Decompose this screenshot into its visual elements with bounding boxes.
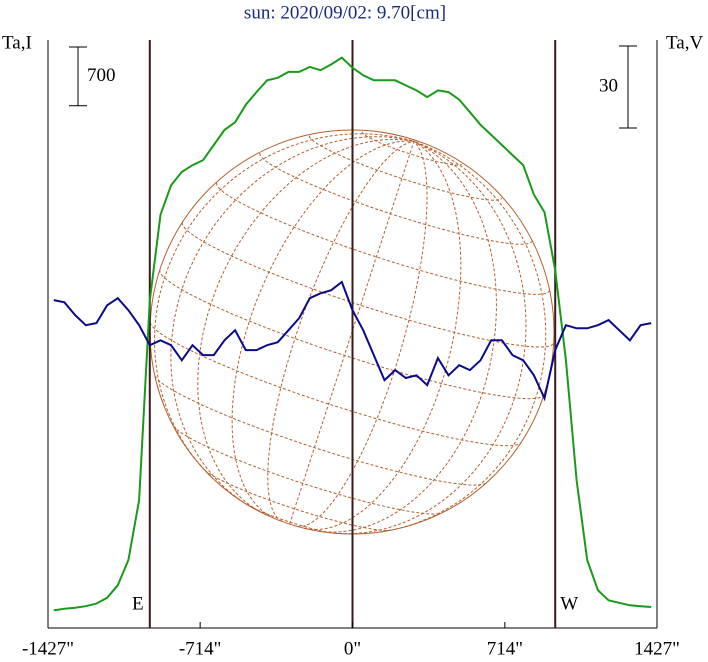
- disk-grid: [231, 140, 415, 520]
- disk-grid: [361, 131, 463, 166]
- disk-grid: [215, 182, 550, 295]
- limb-label: W: [560, 593, 578, 614]
- disk-grid: [197, 138, 415, 514]
- disk-grid: [149, 322, 522, 447]
- limb-label: E: [132, 593, 144, 614]
- series-line: [53, 56, 652, 612]
- scale-label: 30: [599, 75, 618, 96]
- disk-grid: [289, 141, 415, 525]
- y-axis-label: Ta,I: [2, 32, 32, 53]
- disk-grid: [267, 140, 415, 522]
- scale-label: 700: [87, 65, 116, 86]
- x-tick-label: 714": [487, 638, 523, 659]
- x-tick-label: 0": [344, 638, 361, 659]
- x-tick-label: -1427": [22, 638, 74, 659]
- chart-title: sun: 2020/09/02: 9.70[cm]: [244, 2, 446, 23]
- y2-axis-label: Ta,V: [666, 32, 703, 53]
- disk-grid: [380, 140, 547, 533]
- disk-grid: [297, 140, 428, 528]
- series-line: [53, 280, 652, 402]
- disk-grid: [153, 133, 415, 478]
- solar-disk: [149, 129, 555, 535]
- disk-grid: [304, 140, 462, 531]
- disk-grid: [204, 469, 391, 532]
- disk-grid: [318, 140, 497, 533]
- x-tick-label: -714": [179, 638, 222, 659]
- x-tick-label: 1427": [634, 638, 680, 659]
